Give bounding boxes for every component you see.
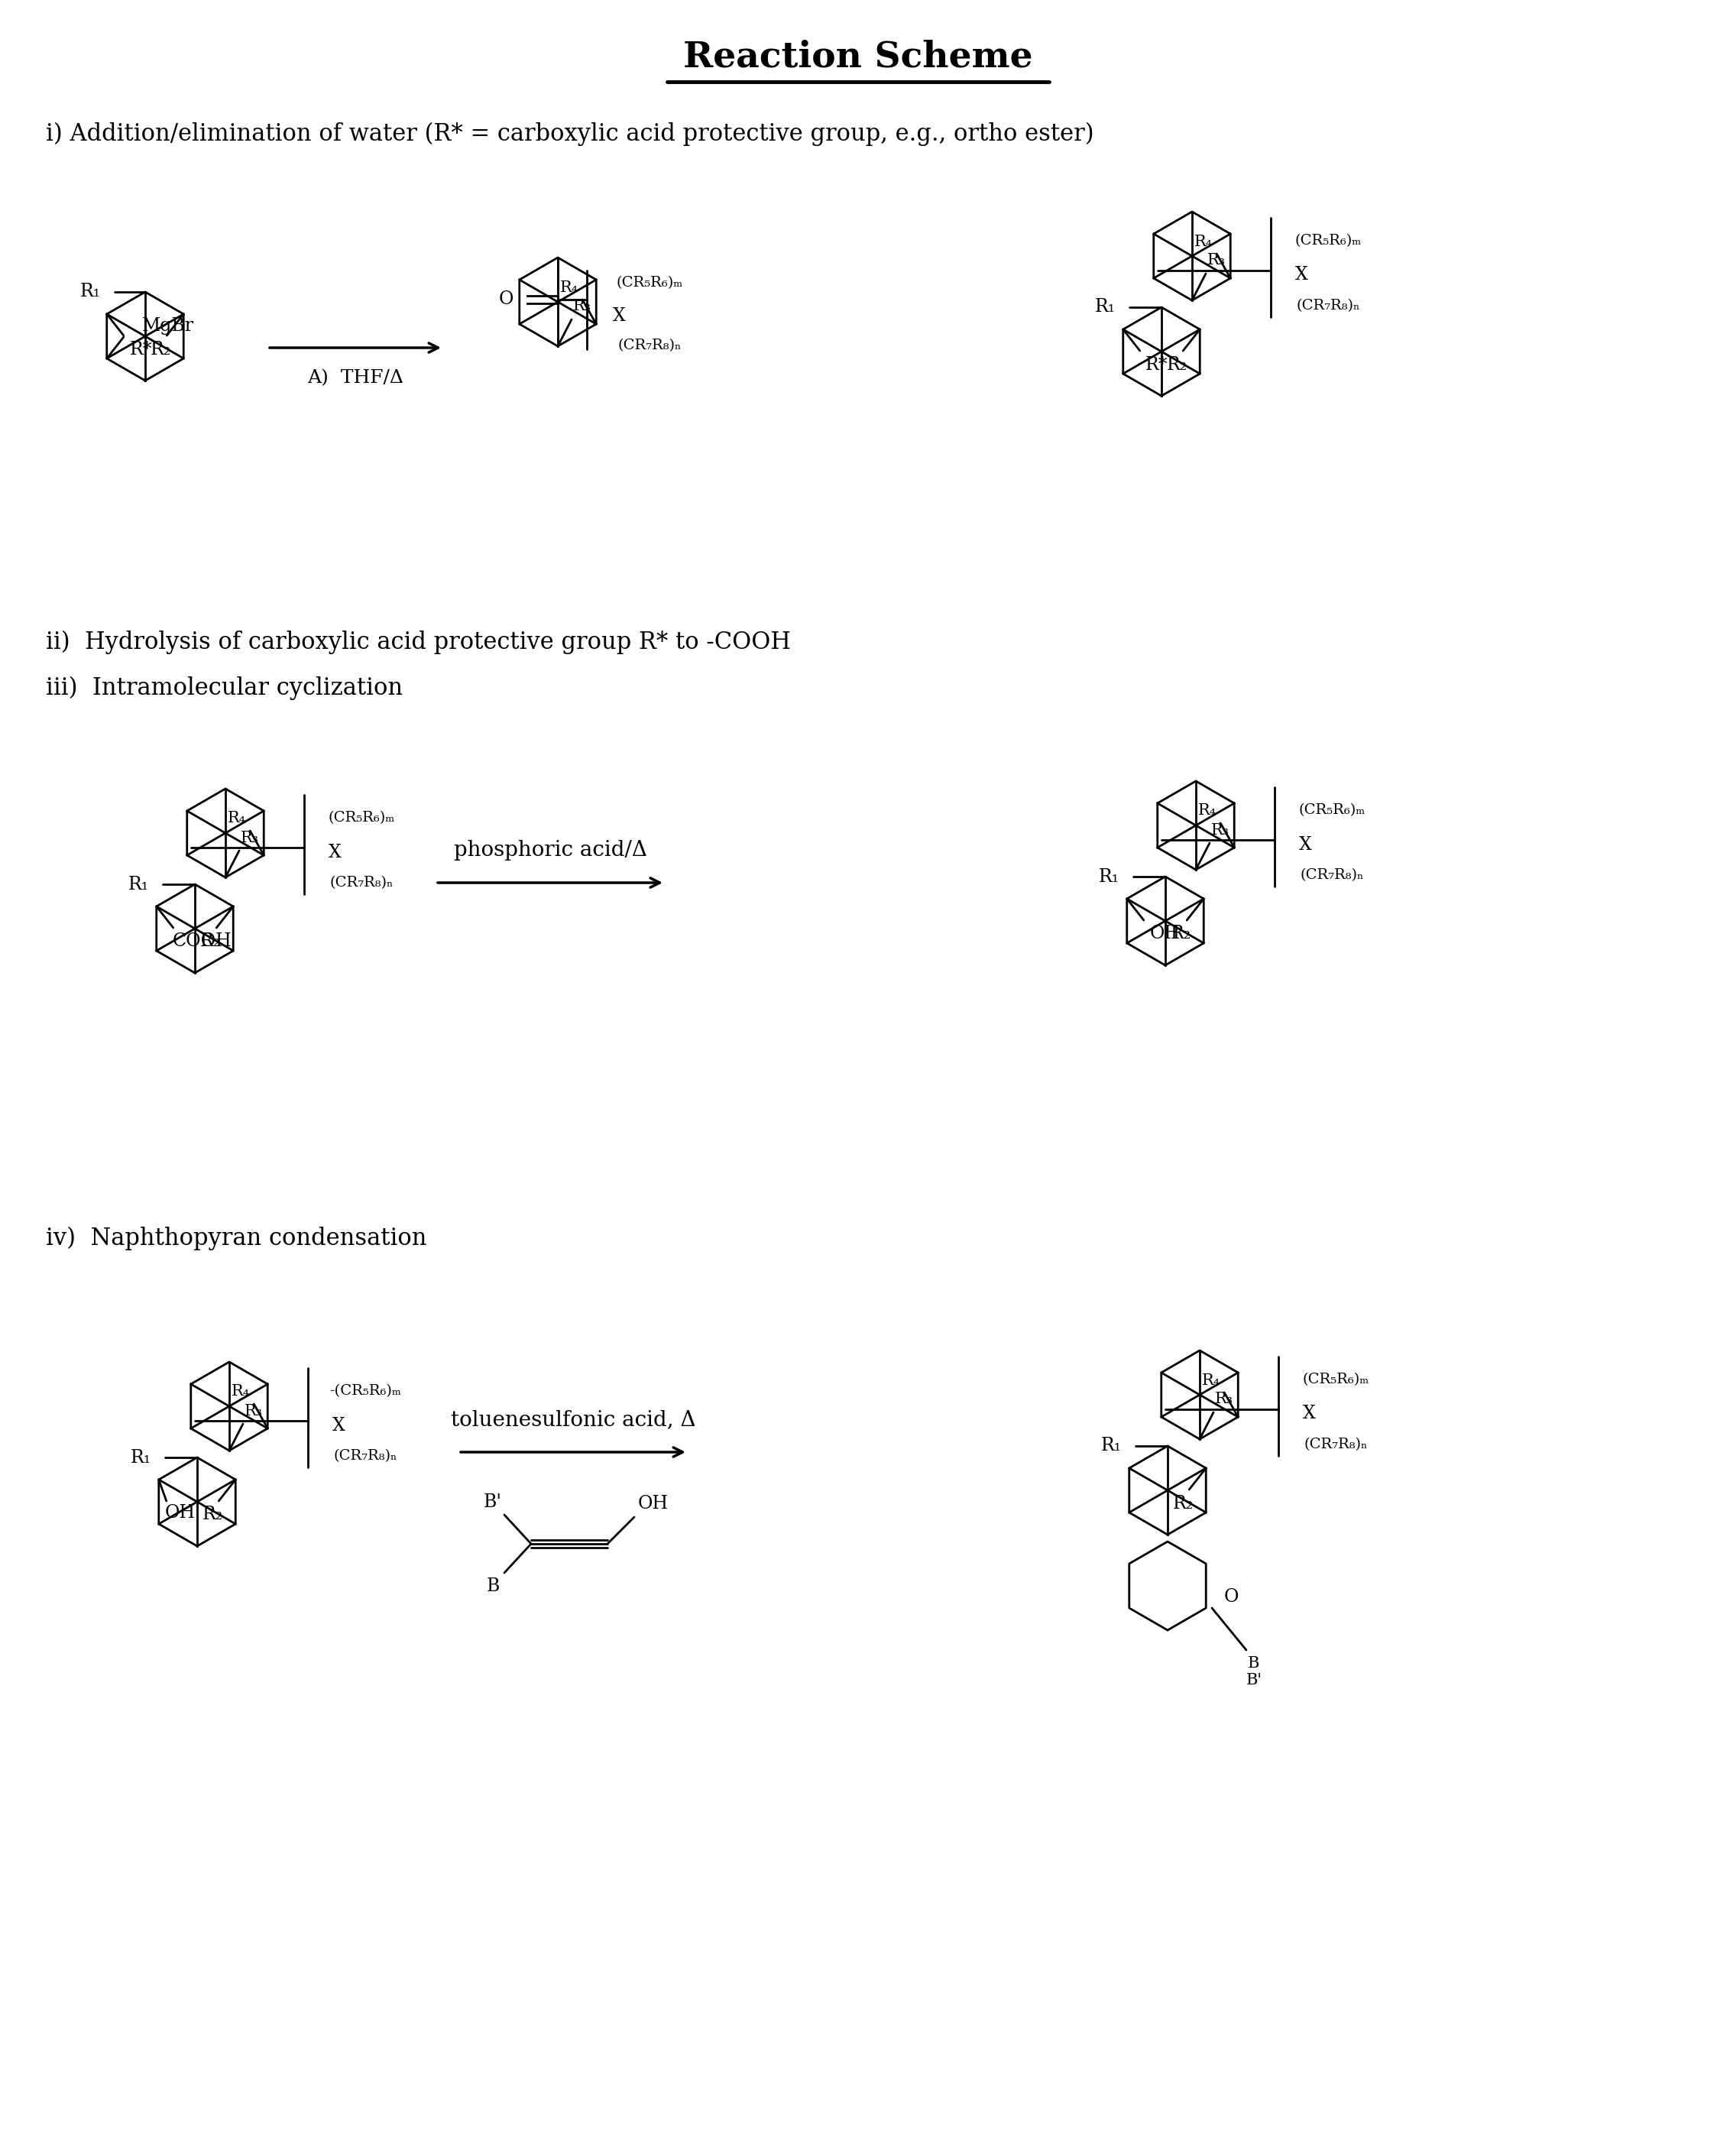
Text: (CR₇R₈)ₙ: (CR₇R₈)ₙ [1296,300,1360,313]
Text: R₄: R₄ [228,811,246,826]
Text: R₂: R₂ [149,341,172,358]
Text: R*: R* [1145,356,1168,373]
Text: MgBr: MgBr [143,317,194,334]
Text: O: O [1224,1589,1238,1606]
Text: X: X [613,308,625,326]
Text: X: X [331,1416,345,1434]
Text: (CR₇R₈)ₙ: (CR₇R₈)ₙ [618,338,682,351]
Text: R₃: R₃ [244,1404,263,1419]
Text: (CR₇R₈)ₙ: (CR₇R₈)ₙ [330,875,393,890]
Text: R₂: R₂ [1173,1494,1193,1511]
Text: R₁: R₁ [130,1449,151,1466]
Text: -(CR₅R₆)ₘ: -(CR₅R₆)ₘ [330,1384,402,1397]
Text: R₄: R₄ [1198,804,1217,817]
Text: R₂: R₂ [199,934,221,951]
Text: ii)  Hydrolysis of carboxylic acid protective group R* to -COOH: ii) Hydrolysis of carboxylic acid protec… [46,630,792,653]
Text: R₄: R₄ [560,280,579,295]
Text: X: X [328,843,342,860]
Text: R₄: R₄ [1202,1373,1221,1388]
Text: R₃: R₃ [1207,254,1226,267]
Text: (CR₇R₈)ₙ: (CR₇R₈)ₙ [1303,1438,1368,1451]
Text: R*: R* [130,341,153,358]
Text: i) Addition/elimination of water (R* = carboxylic acid protective group, e.g., o: i) Addition/elimination of water (R* = c… [46,123,1094,147]
Text: (CR₅R₆)ₘ: (CR₅R₆)ₘ [616,276,683,289]
Text: COOH: COOH [173,934,232,951]
Text: R₄: R₄ [232,1384,251,1399]
Text: A)  THF/Δ: A) THF/Δ [307,369,403,388]
Text: B': B' [484,1492,501,1511]
Text: OH: OH [165,1505,196,1522]
Text: R₂: R₂ [203,1507,223,1524]
Text: (CR₅R₆)ₘ: (CR₅R₆)ₘ [1295,233,1362,248]
Text: R₁: R₁ [1099,869,1119,886]
Text: (CR₇R₈)ₙ: (CR₇R₈)ₙ [1300,869,1363,882]
Text: R₂: R₂ [1171,925,1192,942]
Text: OH: OH [639,1496,668,1514]
Text: iii)  Intramolecular cyclization: iii) Intramolecular cyclization [46,677,403,701]
Text: X: X [1295,267,1308,285]
Text: (CR₇R₈)ₙ: (CR₇R₈)ₙ [333,1449,397,1462]
Text: X: X [1303,1406,1315,1423]
Text: R₁: R₁ [1101,1438,1121,1455]
Text: phosphoric acid/Δ: phosphoric acid/Δ [453,839,647,860]
Text: R₃: R₃ [1210,824,1229,837]
Text: R₁: R₁ [1095,298,1116,317]
Text: R₃: R₃ [573,300,591,315]
Text: toluenesulfonic acid, Δ: toluenesulfonic acid, Δ [450,1410,695,1429]
Text: R₃: R₃ [240,830,259,845]
Text: B': B' [1247,1673,1262,1688]
Text: B: B [1248,1656,1260,1671]
Text: O: O [498,291,513,308]
Text: R₃: R₃ [1216,1393,1233,1406]
Text: (CR₅R₆)ₘ: (CR₅R₆)ₘ [328,811,395,824]
Text: X: X [1298,837,1312,854]
Text: R₂: R₂ [1166,356,1188,373]
Text: OH: OH [1150,925,1180,942]
Text: (CR₅R₆)ₘ: (CR₅R₆)ₘ [1303,1373,1368,1386]
Text: iv)  Naphthopyran condensation: iv) Naphthopyran condensation [46,1227,428,1250]
Text: R₁: R₁ [129,875,149,893]
Text: (CR₅R₆)ₘ: (CR₅R₆)ₘ [1298,804,1365,817]
Text: R₁: R₁ [81,282,101,300]
Text: Reaction Scheme: Reaction Scheme [683,39,1034,75]
Text: R₄: R₄ [1195,235,1212,248]
Text: B: B [486,1576,500,1595]
